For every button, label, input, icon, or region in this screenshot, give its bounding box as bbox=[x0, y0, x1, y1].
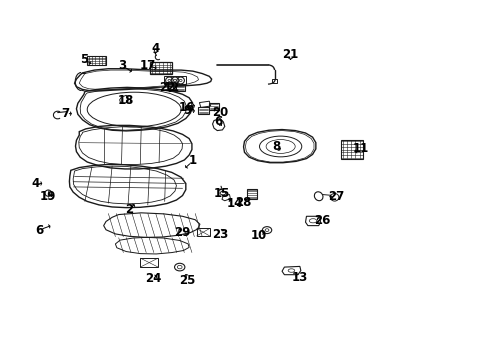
Text: 25: 25 bbox=[179, 274, 195, 287]
Bar bbox=[340, 140, 363, 158]
Text: 4: 4 bbox=[151, 42, 159, 55]
Text: 16: 16 bbox=[179, 101, 195, 114]
Text: 2: 2 bbox=[125, 203, 133, 216]
Text: 15: 15 bbox=[213, 187, 230, 200]
Bar bbox=[173, 85, 184, 91]
Text: 24: 24 bbox=[144, 272, 161, 285]
Text: 6: 6 bbox=[214, 116, 223, 129]
Text: 27: 27 bbox=[327, 190, 344, 203]
Text: 6: 6 bbox=[35, 224, 43, 237]
Bar bbox=[149, 63, 172, 73]
Text: 4: 4 bbox=[31, 177, 40, 190]
Bar bbox=[140, 258, 158, 267]
Text: 29: 29 bbox=[174, 226, 190, 239]
Text: 26: 26 bbox=[313, 214, 329, 227]
Bar bbox=[271, 79, 277, 82]
Text: 20: 20 bbox=[211, 106, 228, 119]
Bar bbox=[209, 103, 218, 110]
Text: 12: 12 bbox=[163, 81, 180, 94]
Bar bbox=[163, 76, 186, 84]
Bar bbox=[198, 107, 208, 114]
Text: 1: 1 bbox=[188, 154, 197, 167]
Text: 17: 17 bbox=[140, 59, 156, 72]
Text: 13: 13 bbox=[291, 271, 307, 284]
Text: 18: 18 bbox=[118, 94, 134, 107]
Bar bbox=[246, 189, 257, 199]
Text: 22: 22 bbox=[159, 81, 175, 94]
Text: 11: 11 bbox=[352, 143, 368, 156]
Text: 23: 23 bbox=[211, 228, 228, 241]
Text: 21: 21 bbox=[282, 48, 298, 62]
Text: 10: 10 bbox=[250, 229, 266, 243]
Text: 9: 9 bbox=[183, 104, 191, 117]
Text: 7: 7 bbox=[61, 107, 69, 120]
Text: 3: 3 bbox=[118, 59, 126, 72]
Text: 8: 8 bbox=[272, 140, 280, 153]
Text: 28: 28 bbox=[235, 196, 251, 209]
Text: 14: 14 bbox=[226, 197, 243, 210]
Text: 19: 19 bbox=[40, 190, 56, 203]
Text: 5: 5 bbox=[80, 53, 88, 66]
Bar bbox=[87, 56, 106, 65]
Bar bbox=[196, 228, 209, 236]
